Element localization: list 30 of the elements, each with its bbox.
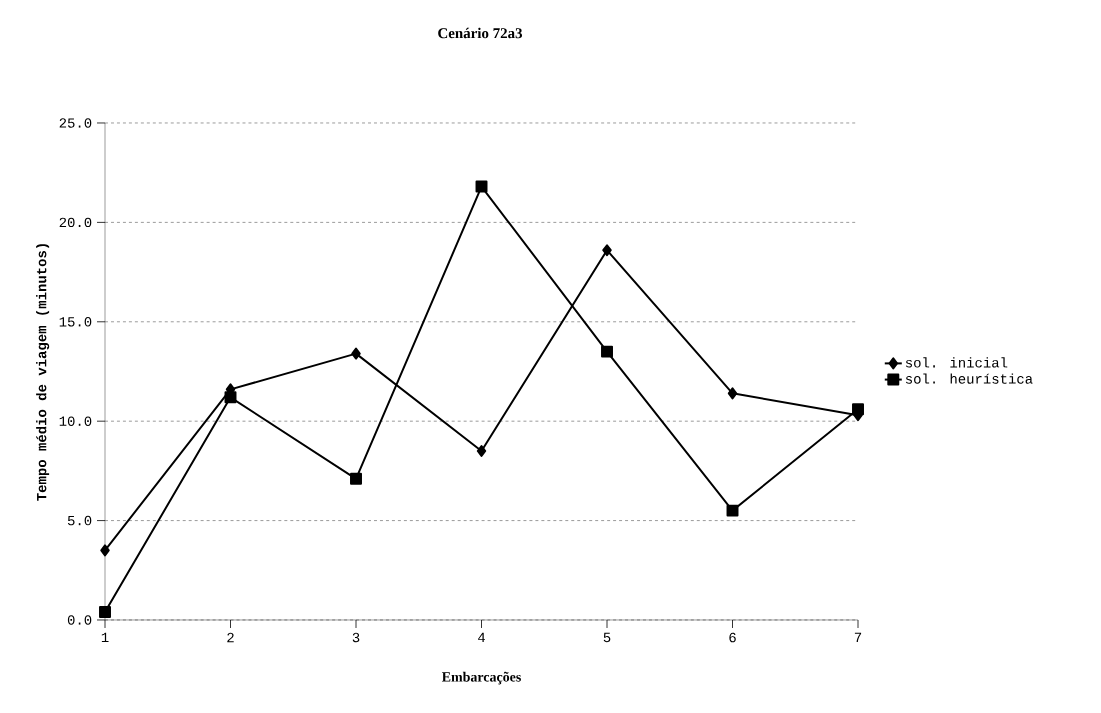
point [727, 387, 738, 400]
x-axis-title: Embarcações [441, 671, 521, 685]
x-tick-label: 2 [227, 632, 234, 643]
point [475, 180, 488, 193]
x-tick-label: 5 [603, 632, 611, 643]
chart-title: Cenário 72a3 [438, 27, 523, 39]
point [351, 347, 361, 360]
x-tick-label: 6 [729, 632, 736, 643]
y-tick-label: 10.0 [59, 416, 92, 426]
legend-label: sol. heurística [905, 373, 1033, 384]
y-tick-label: 5.0 [67, 515, 92, 526]
point [852, 403, 864, 416]
y-tick-label: 20.0 [59, 217, 92, 228]
point [224, 391, 237, 404]
point [601, 345, 613, 358]
y-tick-label: 0.0 [67, 615, 92, 625]
y-tick-label: 15.0 [59, 317, 92, 327]
x-tick-label: 3 [352, 632, 360, 643]
x-tick-label: 4 [478, 632, 485, 643]
point [476, 445, 487, 457]
point [100, 544, 110, 557]
y-axis-title: Tempo médio de viagem (minutos) [36, 244, 50, 501]
x-tick-label: 1 [101, 632, 109, 643]
x-tick-label: 7 [854, 632, 862, 643]
point [726, 504, 739, 517]
point [350, 472, 362, 485]
point [602, 244, 612, 257]
legend-label: sol. inicial [905, 357, 1008, 368]
point [99, 606, 111, 619]
y-tick-label: 25.0 [59, 118, 92, 128]
